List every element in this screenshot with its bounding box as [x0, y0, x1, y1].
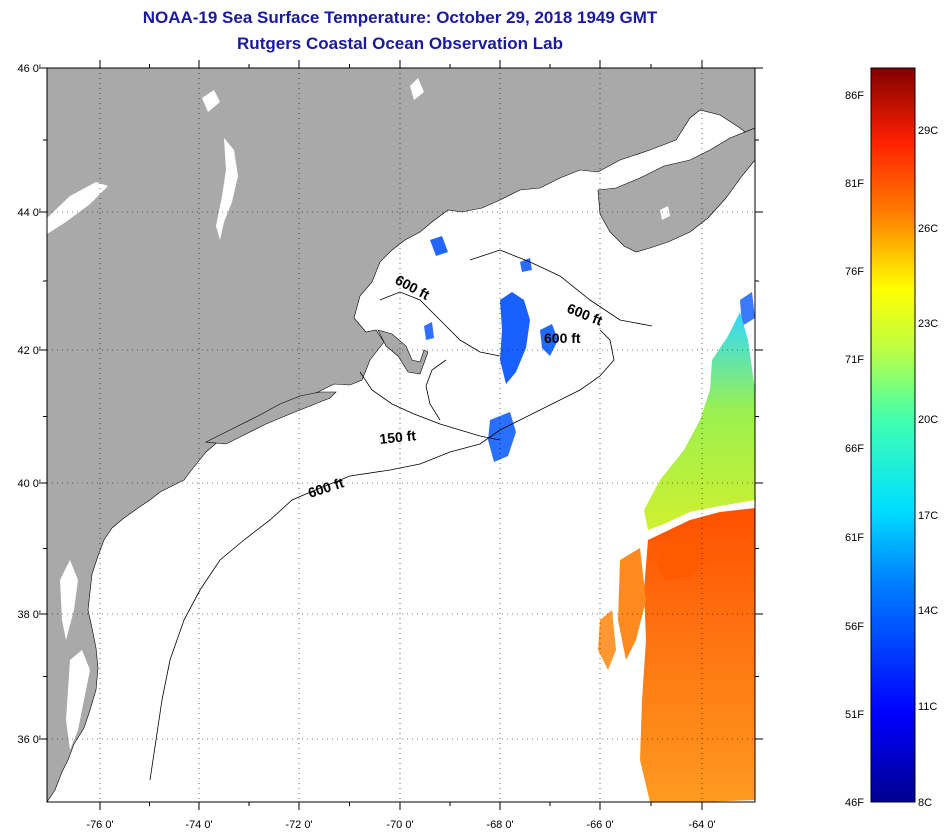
- longitude-labels: -76 0' -74 0' -72 0' -70 0' -68 0' -66 0…: [86, 819, 715, 831]
- cbar-f-label: 76F: [845, 266, 864, 278]
- cbar-f-label: 51F: [845, 709, 864, 721]
- colorbar: [870, 67, 916, 803]
- lat-label: 36 0': [17, 734, 41, 746]
- cbar-c-label: 23C: [918, 318, 938, 330]
- cbar-c-label: 26C: [918, 223, 938, 235]
- lat-label: 44 0': [17, 207, 41, 219]
- axis-ticks: [39, 60, 763, 810]
- lat-label: 38 0': [17, 609, 41, 621]
- bathymetry-contours: [149, 249, 653, 781]
- sst-warm-field: [598, 312, 755, 802]
- lon-label: -64 0': [688, 819, 715, 831]
- cbar-f-label: 71F: [845, 354, 864, 366]
- lon-label: -66 0': [586, 819, 613, 831]
- cbar-f-label: 46F: [845, 797, 864, 809]
- cbar-c-label: 11C: [918, 701, 937, 713]
- cbar-f-label: 61F: [845, 532, 864, 544]
- map-frame: [46, 67, 756, 803]
- cbar-f-label: 66F: [845, 443, 864, 455]
- latitude-labels: 46 0' 44 0' 42 0' 40 0' 38 0' 36 0': [17, 63, 41, 746]
- colorbar-celsius-labels: 29C 26C 23C 20C 17C 14C 11C 8C: [918, 125, 938, 809]
- map-title: NOAA-19 Sea Surface Temperature: October…: [142, 8, 658, 27]
- graticule: [47, 67, 755, 802]
- cbar-c-label: 8C: [918, 797, 932, 809]
- lat-label: 40 0': [17, 478, 41, 490]
- lat-label: 46 0': [17, 63, 41, 75]
- sst-cold-patches: [424, 236, 755, 462]
- cbar-f-label: 86F: [845, 90, 864, 102]
- map-subtitle: Rutgers Coastal Ocean Observation Lab: [237, 34, 563, 53]
- lakes: [47, 78, 670, 640]
- lon-label: -76 0': [86, 819, 113, 831]
- land-cape-cod: [377, 329, 429, 375]
- cbar-f-label: 56F: [845, 621, 864, 633]
- lat-label: 42 0': [17, 345, 41, 357]
- lon-label: -72 0': [285, 819, 312, 831]
- cbar-c-label: 20C: [918, 414, 938, 426]
- lon-label: -68 0': [486, 819, 513, 831]
- cbar-c-label: 29C: [918, 125, 938, 137]
- lon-label: -74 0': [185, 819, 212, 831]
- chesapeake-bay: [66, 650, 90, 750]
- cbar-c-label: 14C: [918, 605, 938, 617]
- land-mainland: [47, 68, 755, 802]
- depth-label: 600 ft: [544, 330, 581, 346]
- lon-label: -70 0': [386, 819, 413, 831]
- colorbar-fahrenheit-labels: 86F 81F 76F 71F 66F 61F 56F 51F 46F: [845, 90, 864, 809]
- depth-label: 150 ft: [379, 427, 417, 447]
- cbar-f-label: 81F: [845, 178, 864, 190]
- land-nova-scotia: [597, 127, 755, 253]
- cbar-c-label: 17C: [918, 510, 938, 522]
- land-long-island: [204, 391, 337, 445]
